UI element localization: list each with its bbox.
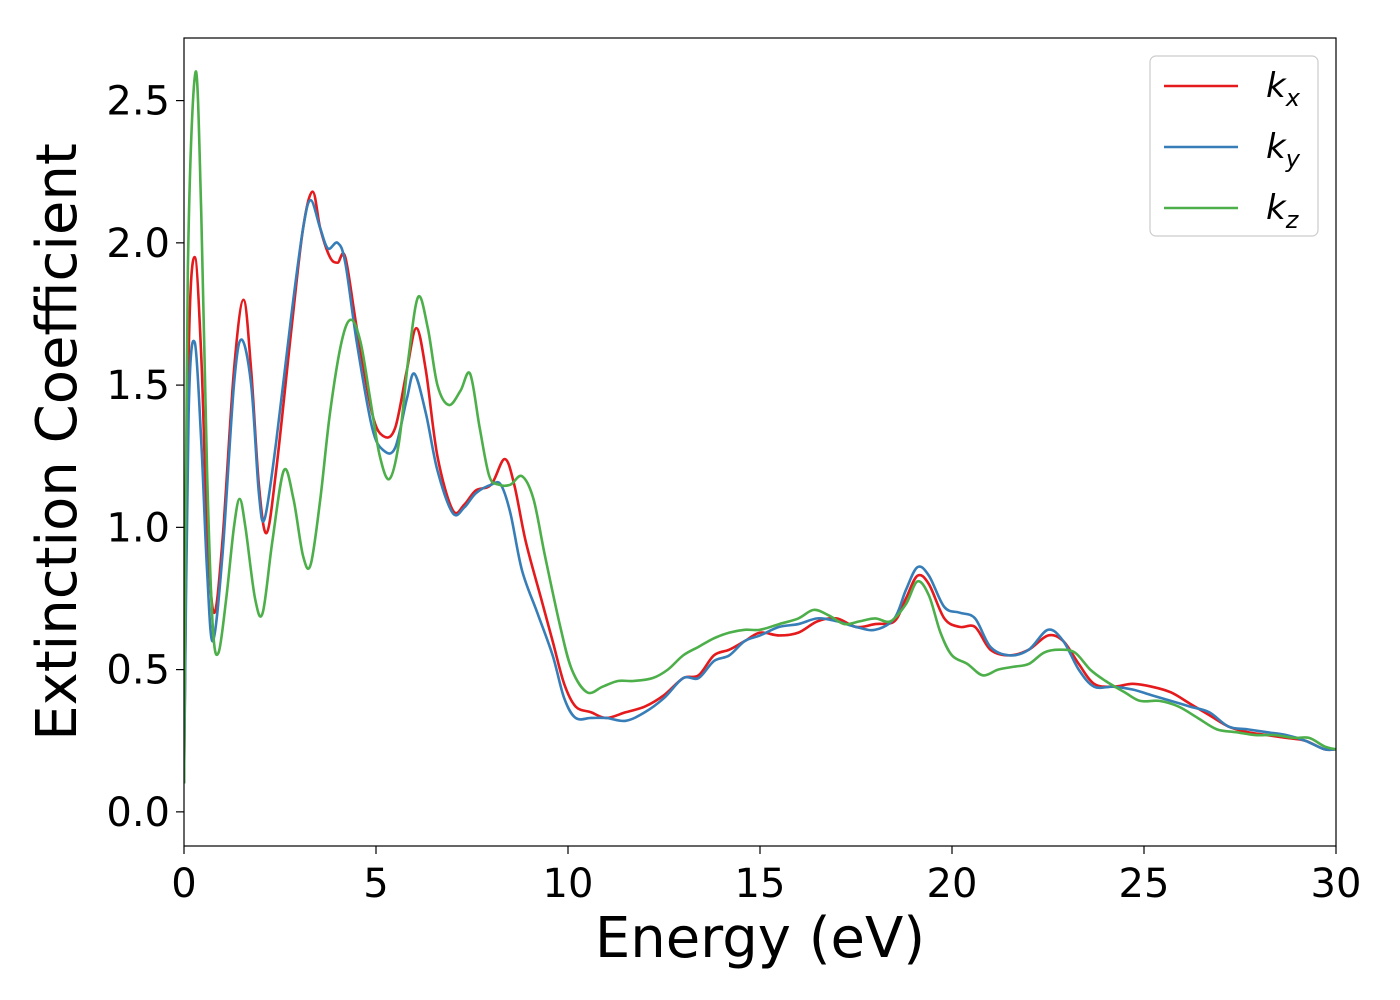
y-tick-label: 0.0 [106,790,170,836]
x-axis-title: Energy (eV) [595,906,925,971]
legend-label-subscript: x [1285,84,1301,112]
series-line-kz [184,70,1336,784]
y-axis-ticks: 0.0 0.5 1.0 1.5 2.0 2.5 [106,79,184,836]
y-axis-title: Extinction Coefficient [25,143,90,741]
x-axis-ticks: 0 5 10 15 20 25 30 [171,846,1361,907]
y-tick-label: 2.5 [106,79,170,125]
x-tick-label: 10 [543,861,594,907]
y-tick-label: 2.0 [106,221,170,267]
y-tick-label: 1.0 [106,505,170,551]
legend-label-subscript: z [1285,206,1300,234]
x-tick-label: 20 [927,861,978,907]
legend-label-subscript: y [1285,145,1301,173]
x-tick-label: 0 [171,861,196,907]
x-tick-label: 30 [1311,861,1362,907]
x-tick-label: 25 [1119,861,1170,907]
y-tick-label: 1.5 [106,363,170,409]
series-line-ky [184,198,1336,784]
x-tick-label: 15 [735,861,786,907]
x-tick-label: 5 [363,861,388,907]
y-tick-label: 0.5 [106,648,170,694]
series-group [184,70,1336,784]
